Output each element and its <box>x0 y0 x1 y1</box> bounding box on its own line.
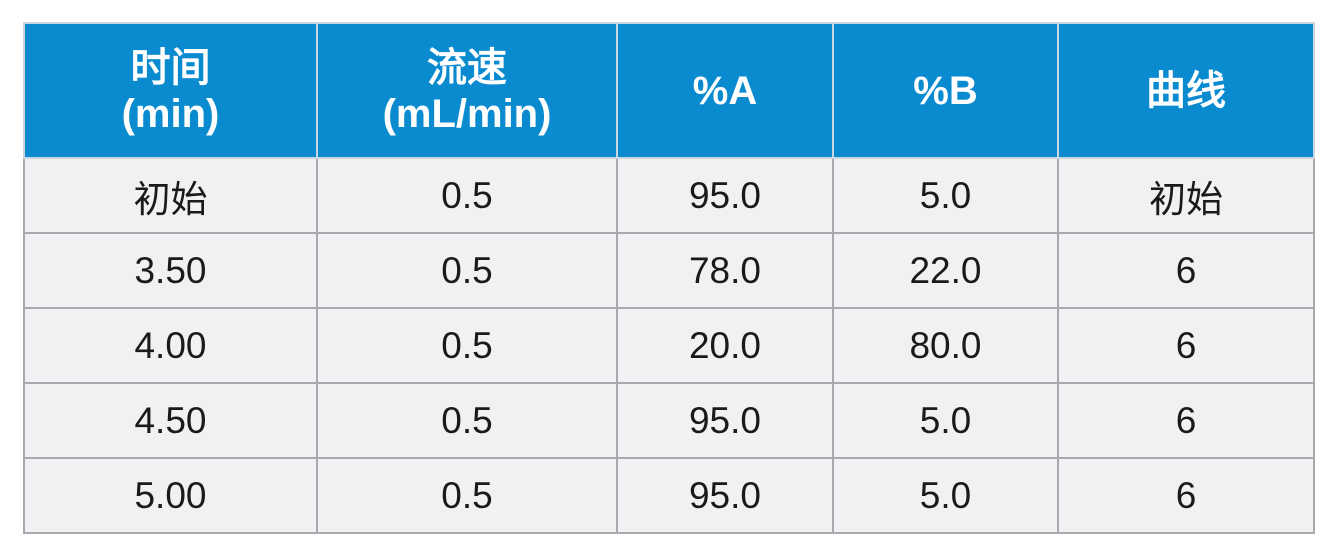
header-row: 时间 (min) 流速 (mL/min) %A %B 曲线 <box>23 22 1315 159</box>
table-cell: 初始 <box>1057 157 1315 234</box>
table-row: 4.50 0.5 95.0 5.0 6 <box>23 382 1315 459</box>
table-cell: 0.5 <box>316 382 618 459</box>
table-row: 3.50 0.5 78.0 22.0 6 <box>23 232 1315 309</box>
header-text: (mL/min) <box>382 91 552 136</box>
header-cell: %B <box>832 22 1059 159</box>
table-cell: 6 <box>1057 457 1315 534</box>
header-text: (min) <box>121 91 220 136</box>
table-cell: 3.50 <box>23 232 318 309</box>
header-text: 时间 <box>130 45 211 90</box>
table-row: 4.00 0.5 20.0 80.0 6 <box>23 307 1315 384</box>
table-cell: 78.0 <box>616 232 834 309</box>
table-cell: 95.0 <box>616 457 834 534</box>
table-cell: 6 <box>1057 232 1315 309</box>
table-cell: 6 <box>1057 382 1315 459</box>
table-cell: 0.5 <box>316 157 618 234</box>
table-row: 初始 0.5 95.0 5.0 初始 <box>23 157 1315 234</box>
table-cell: 0.5 <box>316 307 618 384</box>
header-cell: 流速 (mL/min) <box>316 22 618 159</box>
table-cell: 95.0 <box>616 157 834 234</box>
table-cell: 5.0 <box>832 382 1059 459</box>
header-cell: 曲线 <box>1057 22 1315 159</box>
header-text: %A <box>692 68 758 113</box>
table-body: 初始 0.5 95.0 5.0 初始 3.50 0.5 78.0 22.0 6 4.00 0.5 20.… <box>23 157 1315 534</box>
table-cell: 22.0 <box>832 232 1059 309</box>
table-cell: 0.5 <box>316 232 618 309</box>
table-row: 5.00 0.5 95.0 5.0 6 <box>23 457 1315 534</box>
header-text: %B <box>913 68 978 113</box>
table-cell: 4.50 <box>23 382 318 459</box>
table-cell: 初始 <box>23 157 318 234</box>
table-cell: 80.0 <box>832 307 1059 384</box>
header-cell: %A <box>616 22 834 159</box>
header-cell: 时间 (min) <box>23 22 318 159</box>
table-cell: 95.0 <box>616 382 834 459</box>
table-cell: 5.0 <box>832 457 1059 534</box>
table-cell: 5.00 <box>23 457 318 534</box>
table-cell: 6 <box>1057 307 1315 384</box>
table-cell: 4.00 <box>23 307 318 384</box>
header-text: 流速 <box>427 45 507 90</box>
table-cell: 0.5 <box>316 457 618 534</box>
gradient-table: 时间 (min) 流速 (mL/min) %A %B 曲线 初始 0.5 95.0 5.0 初始 3.… <box>23 22 1315 534</box>
table-cell: 20.0 <box>616 307 834 384</box>
header-text: 曲线 <box>1146 68 1226 113</box>
table-cell: 5.0 <box>832 157 1059 234</box>
